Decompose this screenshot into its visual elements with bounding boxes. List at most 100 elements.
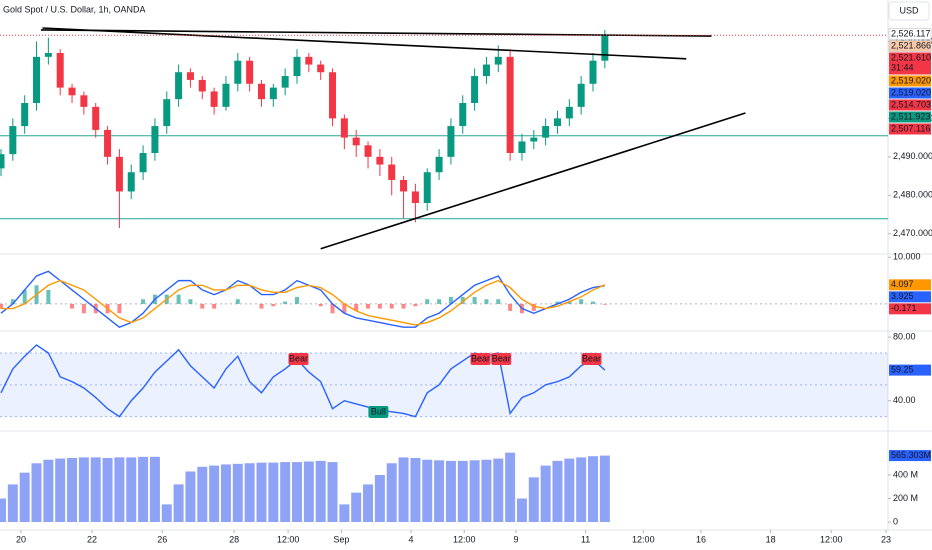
volume-bar bbox=[0, 498, 6, 523]
divergence-badge bbox=[368, 406, 389, 418]
histogram-bar bbox=[366, 303, 371, 309]
x-tick-label: 18 bbox=[766, 534, 776, 544]
candle-body bbox=[352, 137, 360, 146]
histogram-bar bbox=[508, 303, 513, 311]
price-label-bg bbox=[889, 75, 931, 87]
histogram-bar bbox=[330, 303, 335, 314]
histogram-bar bbox=[22, 289, 27, 304]
candle-body bbox=[305, 56, 313, 65]
histogram-bar bbox=[295, 296, 299, 304]
price-label-bg bbox=[889, 123, 931, 135]
divergence-label: Bull bbox=[371, 406, 386, 416]
y-tick-label: 80.00 bbox=[893, 331, 916, 341]
candle-body bbox=[542, 126, 550, 138]
candle-body bbox=[471, 76, 479, 103]
x-tick-label: 11 bbox=[581, 534, 590, 544]
histogram-bar bbox=[472, 296, 477, 304]
y-tick-label: 200 M bbox=[893, 493, 918, 503]
histogram-bar bbox=[259, 303, 264, 309]
volume-bar bbox=[292, 462, 302, 523]
trendline bbox=[320, 112, 746, 250]
y-tick-label: 400 M bbox=[893, 469, 918, 479]
last-value-label: 565.303M bbox=[891, 450, 931, 460]
candle-body bbox=[151, 126, 159, 153]
volume-bar bbox=[256, 462, 267, 523]
candle-body bbox=[222, 83, 230, 107]
price-label-bg bbox=[889, 87, 931, 99]
y-tick-label: 2,480.000 bbox=[893, 190, 932, 200]
volume-bar bbox=[185, 471, 196, 523]
histogram-bar bbox=[437, 299, 442, 304]
volume-bar bbox=[90, 457, 101, 523]
histogram-bar bbox=[460, 296, 465, 304]
candle-body bbox=[447, 126, 455, 157]
currency[interactable]: USD bbox=[899, 5, 919, 15]
histogram-bar bbox=[342, 303, 347, 314]
histogram-bar bbox=[117, 303, 122, 314]
volume-bar bbox=[434, 460, 445, 523]
volume-bar bbox=[422, 459, 433, 523]
histogram-bar bbox=[531, 303, 536, 311]
candle-body bbox=[293, 56, 301, 77]
candle-body bbox=[163, 99, 171, 127]
volume-bar bbox=[102, 457, 113, 523]
last-value-label: 59.25 bbox=[891, 364, 914, 374]
volume-bar bbox=[138, 456, 149, 523]
y-tick-label: 2,490.000 bbox=[893, 151, 932, 161]
candle-body bbox=[21, 103, 29, 127]
histogram-bar bbox=[579, 299, 584, 304]
candle-body bbox=[329, 72, 337, 119]
volume-bar bbox=[410, 457, 421, 523]
price-label-bg bbox=[889, 99, 931, 111]
x-tick-label: 4 bbox=[408, 534, 413, 544]
volume-bar bbox=[576, 457, 587, 523]
x-tick-label: 9 bbox=[514, 534, 519, 544]
candle-body bbox=[530, 137, 538, 142]
volume-bar bbox=[315, 460, 326, 523]
trendline bbox=[40, 29, 712, 37]
divergence-badge bbox=[581, 353, 602, 365]
volume-bar bbox=[481, 459, 492, 523]
volume-bar bbox=[149, 456, 160, 523]
volume-bar bbox=[339, 504, 350, 523]
candle-body bbox=[269, 87, 277, 100]
volume-bar bbox=[55, 458, 66, 523]
histogram-bar bbox=[70, 303, 75, 309]
candle-body bbox=[388, 164, 396, 180]
candle-body bbox=[411, 191, 419, 203]
histogram-bar bbox=[591, 301, 595, 304]
price-label-bg bbox=[888, 40, 932, 52]
price-label: 2,519.020 bbox=[891, 75, 931, 85]
candle-body bbox=[234, 60, 242, 84]
candle-body bbox=[104, 129, 112, 157]
histogram-bar bbox=[389, 303, 394, 309]
x-tick-label: 16 bbox=[696, 534, 706, 544]
volume-bar bbox=[161, 504, 172, 523]
candle-body bbox=[246, 60, 254, 84]
histogram-bar bbox=[567, 301, 572, 304]
y-tick-label: 10.000 bbox=[893, 252, 921, 262]
divergence-badge bbox=[491, 353, 512, 365]
volume-bar bbox=[363, 484, 374, 523]
candle-body bbox=[257, 83, 265, 100]
volume-bar bbox=[327, 462, 338, 523]
histogram-bar bbox=[448, 296, 453, 304]
volume-bar bbox=[540, 465, 551, 523]
candle-body bbox=[80, 95, 88, 107]
price-label: 2,521.610 bbox=[891, 52, 931, 62]
last-value-label: 4.097 bbox=[891, 279, 914, 289]
histogram-bar bbox=[271, 303, 276, 307]
histogram-bar bbox=[200, 303, 205, 309]
histogram-bar bbox=[212, 303, 217, 309]
price-label: 2,519.020 bbox=[891, 87, 931, 97]
divergence-label: Bear bbox=[582, 353, 601, 363]
candle-body bbox=[210, 91, 218, 107]
volume-bar bbox=[374, 475, 385, 523]
volume-bar bbox=[493, 458, 504, 523]
volume-bar bbox=[31, 463, 42, 523]
price-label-bg bbox=[889, 52, 931, 75]
volume-bar bbox=[588, 456, 598, 523]
divergence-label: Bear bbox=[471, 353, 490, 363]
currency-button[interactable] bbox=[888, 1, 930, 21]
